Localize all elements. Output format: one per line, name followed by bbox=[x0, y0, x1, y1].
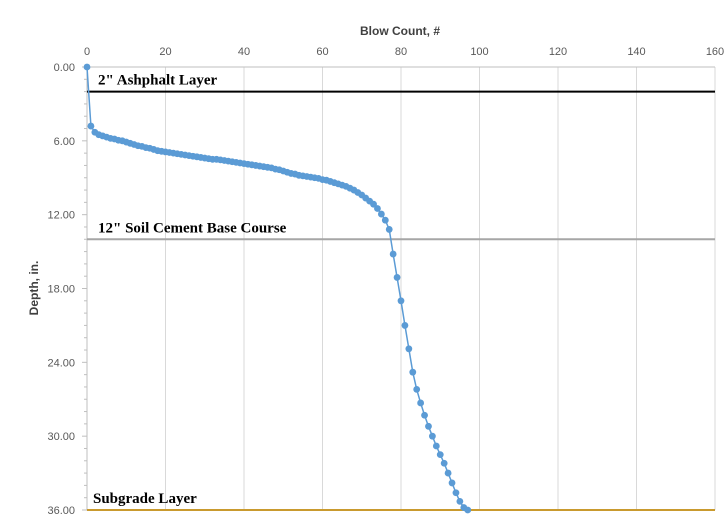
data-point bbox=[417, 399, 425, 407]
data-point bbox=[405, 345, 413, 353]
data-point bbox=[421, 411, 428, 419]
x-tick-label: 100 bbox=[470, 46, 488, 58]
data-point bbox=[87, 122, 95, 130]
y-tick-label: 24.00 bbox=[47, 357, 75, 369]
y-tick-label: 12.00 bbox=[47, 210, 75, 222]
x-tick-label: 120 bbox=[549, 46, 567, 58]
data-point bbox=[448, 479, 456, 487]
data-point bbox=[393, 274, 401, 281]
data-point bbox=[440, 459, 448, 467]
x-tick-label: 20 bbox=[159, 46, 171, 58]
data-point bbox=[432, 442, 440, 450]
data-point bbox=[444, 469, 452, 477]
y-tick-label: 0.00 bbox=[54, 62, 75, 74]
reference-lines-layer: 2" Ashphalt Layer 12" Soil Cement Base Co… bbox=[87, 73, 715, 511]
y-tick-label: 30.00 bbox=[47, 431, 75, 443]
x-tick-label: 140 bbox=[627, 46, 645, 58]
x-tick-label: 0 bbox=[84, 46, 90, 58]
x-tick-label: 60 bbox=[316, 46, 328, 58]
layer-label: Subgrade Layer bbox=[93, 491, 197, 507]
data-point bbox=[401, 322, 409, 329]
y-axis-title: Depth, in. bbox=[27, 261, 41, 316]
data-point bbox=[413, 386, 421, 393]
axis-layer: 0 20 40 60 80 100 120 140 160 0.00 6.00 12.00 18.00 2… bbox=[47, 46, 724, 517]
data-point bbox=[389, 250, 397, 258]
data-point bbox=[397, 297, 405, 305]
data-point bbox=[370, 200, 377, 208]
data-point bbox=[377, 210, 385, 218]
data-point bbox=[456, 497, 464, 505]
x-tick-label: 80 bbox=[395, 46, 407, 58]
x-tick-label: 160 bbox=[706, 46, 724, 58]
data-point bbox=[381, 216, 389, 224]
data-point bbox=[385, 226, 393, 233]
y-tick-label: 6.00 bbox=[54, 136, 75, 148]
data-point bbox=[452, 489, 460, 497]
x-axis-title: Blow Count, # bbox=[360, 24, 440, 38]
y-tick-label: 36.00 bbox=[47, 505, 75, 517]
series-layer bbox=[83, 63, 472, 514]
data-point bbox=[436, 451, 444, 459]
grid-layer bbox=[165, 67, 716, 510]
x-tick-label: 40 bbox=[238, 46, 250, 58]
layer-label: 12" Soil Cement Base Course bbox=[98, 220, 287, 236]
data-point bbox=[464, 506, 472, 514]
y-tick-label: 18.00 bbox=[47, 284, 75, 296]
data-point bbox=[374, 205, 381, 212]
layer-label: 2" Ashphalt Layer bbox=[98, 73, 218, 89]
data-point bbox=[429, 432, 436, 440]
data-point bbox=[425, 422, 432, 430]
data-point bbox=[83, 63, 91, 71]
data-point bbox=[409, 368, 417, 376]
